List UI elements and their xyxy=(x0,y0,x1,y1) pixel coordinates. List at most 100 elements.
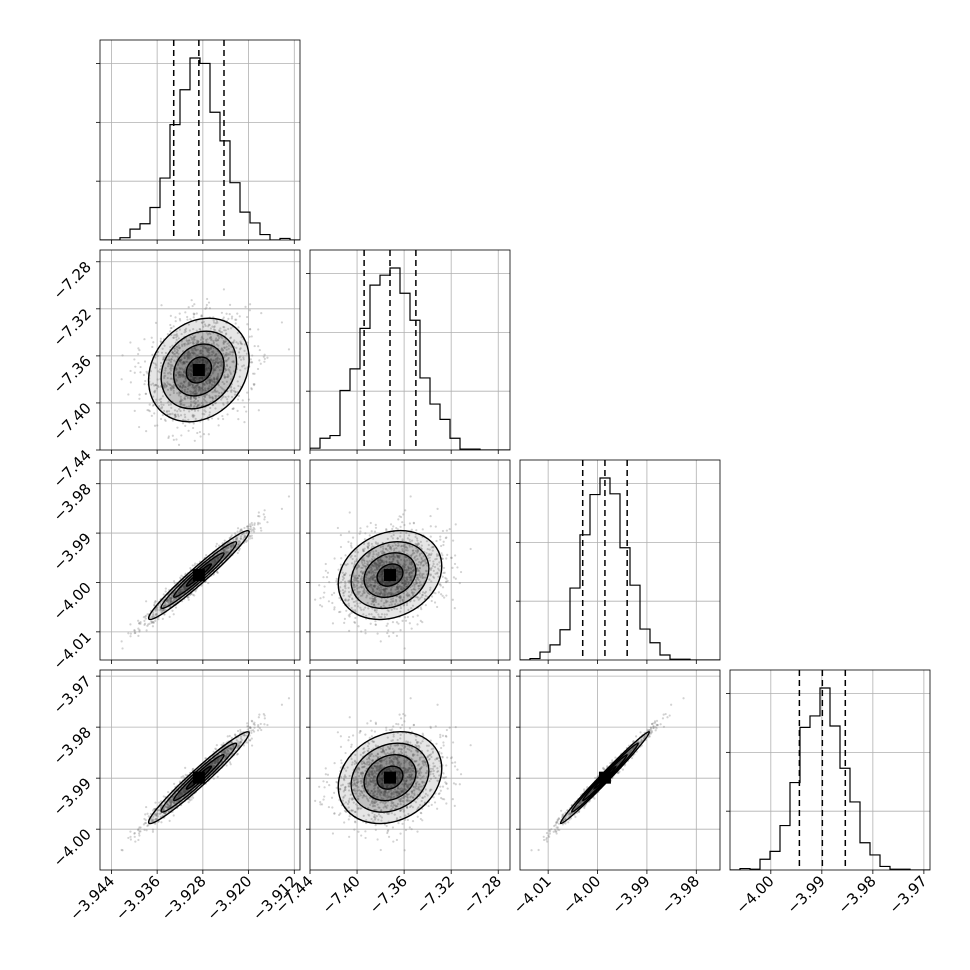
sample-point xyxy=(237,394,240,398)
sample-point xyxy=(396,544,399,547)
sample-point xyxy=(397,573,400,576)
sample-point xyxy=(331,622,335,625)
density-peak xyxy=(192,364,205,376)
sample-point xyxy=(179,399,183,402)
sample-point xyxy=(184,416,187,419)
sample-point xyxy=(382,588,385,591)
sample-point xyxy=(210,560,214,563)
sample-point xyxy=(394,544,397,547)
sample-point xyxy=(166,401,169,404)
sample-point xyxy=(422,555,425,558)
histogram-step xyxy=(520,477,720,660)
sample-point xyxy=(184,311,187,314)
sample-point xyxy=(218,391,221,395)
sample-point xyxy=(213,388,216,392)
sample-point xyxy=(380,550,383,553)
sample-point xyxy=(404,509,407,512)
sample-point xyxy=(226,548,229,551)
sample-point xyxy=(216,321,219,324)
sample-point xyxy=(402,586,405,590)
sample-point xyxy=(146,408,149,412)
sample-point xyxy=(172,814,175,817)
sample-point xyxy=(192,352,195,355)
sample-point xyxy=(163,372,166,375)
sample-point xyxy=(375,608,378,612)
sample-point xyxy=(412,549,415,552)
sample-point xyxy=(260,728,263,732)
sample-point xyxy=(223,375,226,379)
sample-point xyxy=(386,600,389,603)
sample-point xyxy=(193,386,196,389)
sample-point xyxy=(377,553,380,557)
sample-point xyxy=(195,386,198,390)
sample-point xyxy=(230,545,233,548)
sample-point xyxy=(361,548,365,551)
sample-point xyxy=(194,380,197,383)
sample-point xyxy=(184,587,187,590)
sample-point xyxy=(180,382,183,385)
sample-point xyxy=(187,429,190,432)
sample-point xyxy=(213,326,216,329)
sample-point xyxy=(355,566,359,569)
sample-point xyxy=(223,356,226,359)
sample-point xyxy=(169,804,172,807)
sample-point xyxy=(178,780,182,783)
sample-point xyxy=(227,358,230,361)
sample-point xyxy=(178,370,181,373)
sample-point xyxy=(179,402,182,406)
sample-point xyxy=(210,337,213,341)
sample-point xyxy=(179,359,182,362)
sample-point xyxy=(230,385,233,388)
sample-point xyxy=(224,552,227,556)
sample-point xyxy=(405,559,409,562)
sample-point xyxy=(258,727,261,730)
sample-point xyxy=(178,591,182,595)
sample-point xyxy=(387,609,390,613)
sample-point xyxy=(163,409,166,413)
y-tick-label: −7.36 xyxy=(50,352,95,397)
sample-point xyxy=(202,325,205,328)
sample-point xyxy=(396,566,399,569)
sample-point xyxy=(167,436,170,440)
sample-point xyxy=(192,340,195,343)
sample-point xyxy=(192,342,195,345)
sample-point xyxy=(178,346,181,349)
sample-point xyxy=(167,382,170,386)
sample-point xyxy=(151,616,154,619)
sample-point xyxy=(416,544,419,547)
sample-point xyxy=(154,321,158,324)
sample-point xyxy=(215,365,219,368)
sample-point xyxy=(187,374,190,377)
sample-point xyxy=(155,613,158,616)
sample-point xyxy=(192,352,195,355)
sample-point xyxy=(193,376,196,379)
sample-point xyxy=(348,580,351,583)
sample-point xyxy=(216,361,219,365)
sample-point xyxy=(162,593,165,596)
sample-point xyxy=(381,572,384,576)
sample-point xyxy=(187,598,190,601)
sample-point xyxy=(360,570,363,573)
sample-point xyxy=(184,376,187,380)
sample-point xyxy=(180,343,184,346)
sample-point xyxy=(418,584,421,587)
sample-point xyxy=(202,404,205,407)
sample-point xyxy=(162,385,165,388)
sample-point xyxy=(236,540,239,543)
sample-point xyxy=(181,368,184,371)
sample-point xyxy=(153,384,156,387)
sample-point xyxy=(350,562,354,565)
sample-point xyxy=(173,597,176,600)
sample-point xyxy=(410,571,413,575)
sample-point xyxy=(173,334,176,337)
sample-point xyxy=(183,587,186,591)
sample-point xyxy=(396,556,399,559)
sample-point xyxy=(225,550,229,553)
sample-point xyxy=(211,403,214,407)
sample-point xyxy=(188,383,192,386)
sample-point xyxy=(405,585,408,588)
sample-point xyxy=(189,405,192,408)
sample-point xyxy=(190,373,193,376)
sample-point xyxy=(208,378,211,382)
sample-point xyxy=(237,541,240,544)
